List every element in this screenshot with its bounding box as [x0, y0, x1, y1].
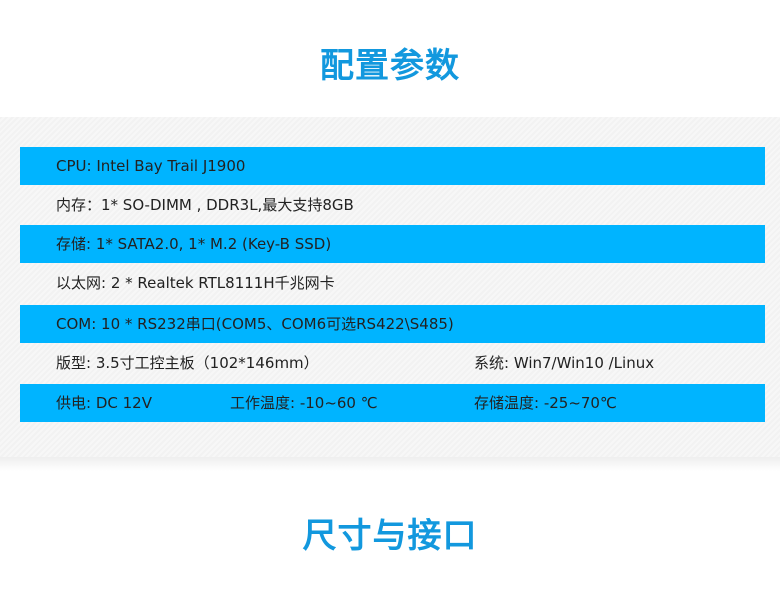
- section-title-config: 配置参数: [320, 46, 460, 86]
- spec-row-power: 供电: DC 12V 工作温度: -10~60 ℃ 存储温度: -25~70℃: [20, 384, 765, 422]
- spec-ethernet: 以太网: 2 * Realtek RTL8111H千兆网卡: [56, 274, 335, 292]
- spec-board: 版型: 3.5寸工控主板（102*146mm）: [56, 354, 319, 372]
- spec-memory: 内存：1* SO-DIMM , DDR3L,最大支持8GB: [56, 196, 354, 214]
- spec-power: 供电: DC 12V: [56, 394, 152, 412]
- spec-row-ethernet: 以太网: 2 * Realtek RTL8111H千兆网卡: [20, 264, 765, 302]
- spec-cpu: CPU: Intel Bay Trail J1900: [56, 157, 246, 175]
- spec-storage-temp: 存储温度: -25~70℃: [474, 394, 617, 412]
- spec-row-cpu: CPU: Intel Bay Trail J1900: [20, 147, 765, 185]
- section-title-size: 尺寸与接口: [302, 516, 478, 556]
- spec-row-memory: 内存：1* SO-DIMM , DDR3L,最大支持8GB: [20, 186, 765, 224]
- spec-row-storage: 存储: 1* SATA2.0, 1* M.2 (Key-B SSD): [20, 225, 765, 263]
- spec-storage: 存储: 1* SATA2.0, 1* M.2 (Key-B SSD): [56, 235, 332, 253]
- spec-row-com: COM: 10 * RS232串口(COM5、COM6可选RS422\S485): [20, 305, 765, 343]
- spec-operating-temp: 工作温度: -10~60 ℃: [230, 394, 378, 412]
- spec-row-board: 版型: 3.5寸工控主板（102*146mm） 系统: Win7/Win10 /L…: [20, 344, 765, 382]
- panel-shadow: [0, 457, 780, 471]
- spec-com: COM: 10 * RS232串口(COM5、COM6可选RS422\S485): [56, 315, 454, 333]
- spec-os: 系统: Win7/Win10 /Linux: [474, 354, 655, 372]
